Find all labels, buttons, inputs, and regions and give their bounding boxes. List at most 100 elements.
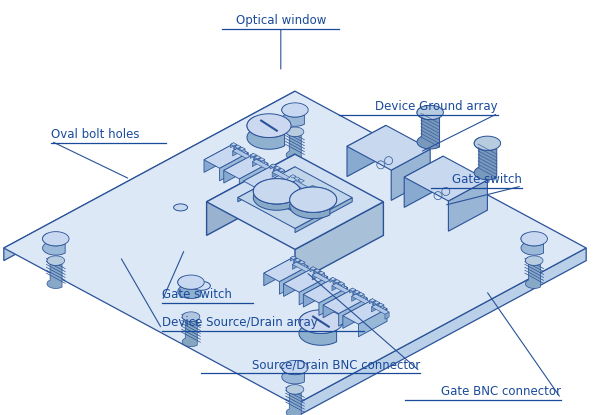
Polygon shape xyxy=(204,144,233,172)
Polygon shape xyxy=(338,282,341,287)
Polygon shape xyxy=(292,262,296,269)
Polygon shape xyxy=(263,176,307,200)
Polygon shape xyxy=(253,159,270,169)
Polygon shape xyxy=(350,288,353,293)
Polygon shape xyxy=(235,145,241,148)
Polygon shape xyxy=(290,187,337,212)
Polygon shape xyxy=(283,187,327,211)
Polygon shape xyxy=(250,154,257,157)
Polygon shape xyxy=(220,153,248,181)
Polygon shape xyxy=(319,271,325,275)
Polygon shape xyxy=(253,159,257,167)
Polygon shape xyxy=(299,261,305,264)
Polygon shape xyxy=(323,290,352,318)
Polygon shape xyxy=(377,303,380,308)
Polygon shape xyxy=(304,279,347,303)
Polygon shape xyxy=(302,262,305,267)
Polygon shape xyxy=(297,178,300,183)
Polygon shape xyxy=(273,166,276,171)
Polygon shape xyxy=(292,262,310,272)
Polygon shape xyxy=(279,185,307,213)
Polygon shape xyxy=(448,180,487,231)
Polygon shape xyxy=(371,305,376,312)
Polygon shape xyxy=(298,179,304,183)
Polygon shape xyxy=(224,155,253,183)
Polygon shape xyxy=(290,256,296,259)
Polygon shape xyxy=(253,178,301,204)
Polygon shape xyxy=(404,156,443,208)
Polygon shape xyxy=(182,312,200,321)
Polygon shape xyxy=(347,125,386,177)
Polygon shape xyxy=(474,136,500,150)
Polygon shape xyxy=(282,105,304,126)
Polygon shape xyxy=(290,256,293,261)
Polygon shape xyxy=(311,191,316,199)
Polygon shape xyxy=(374,301,380,304)
Polygon shape xyxy=(371,305,389,314)
Polygon shape xyxy=(310,185,313,190)
Polygon shape xyxy=(264,258,292,286)
Text: Gate switch: Gate switch xyxy=(162,288,232,301)
Polygon shape xyxy=(370,299,376,302)
Polygon shape xyxy=(278,168,284,172)
Polygon shape xyxy=(295,202,383,283)
Polygon shape xyxy=(391,149,430,200)
Polygon shape xyxy=(282,103,308,117)
Polygon shape xyxy=(350,288,356,291)
Polygon shape xyxy=(247,117,284,149)
Polygon shape xyxy=(293,258,296,263)
Polygon shape xyxy=(301,181,304,186)
Polygon shape xyxy=(333,279,336,284)
Polygon shape xyxy=(264,258,308,282)
Polygon shape xyxy=(319,271,322,276)
Polygon shape xyxy=(278,168,281,173)
Polygon shape xyxy=(354,290,360,294)
Polygon shape xyxy=(299,261,302,266)
Polygon shape xyxy=(299,310,343,334)
Polygon shape xyxy=(286,177,290,185)
Text: Device Source/Drain array: Device Source/Drain array xyxy=(162,316,318,329)
Polygon shape xyxy=(230,143,237,146)
Polygon shape xyxy=(417,105,443,120)
Polygon shape xyxy=(325,199,329,206)
Polygon shape xyxy=(374,301,377,306)
Polygon shape xyxy=(274,166,280,170)
Polygon shape xyxy=(230,143,233,148)
Polygon shape xyxy=(286,128,301,160)
Polygon shape xyxy=(239,147,245,151)
Polygon shape xyxy=(314,269,320,272)
Polygon shape xyxy=(254,156,257,161)
Polygon shape xyxy=(178,277,200,298)
Polygon shape xyxy=(284,269,312,296)
Polygon shape xyxy=(295,259,298,264)
Polygon shape xyxy=(292,181,296,188)
Text: Device Ground array: Device Ground array xyxy=(376,100,498,113)
Polygon shape xyxy=(295,198,352,232)
Polygon shape xyxy=(238,167,295,202)
Polygon shape xyxy=(239,164,268,191)
Polygon shape xyxy=(247,114,291,137)
Polygon shape xyxy=(274,166,277,171)
Polygon shape xyxy=(270,164,273,169)
Polygon shape xyxy=(365,301,370,309)
Polygon shape xyxy=(224,155,268,179)
Polygon shape xyxy=(298,179,301,184)
Polygon shape xyxy=(259,158,265,161)
Polygon shape xyxy=(337,281,340,286)
Polygon shape xyxy=(282,362,304,384)
Polygon shape xyxy=(47,257,62,288)
Polygon shape xyxy=(353,290,356,295)
Polygon shape xyxy=(294,177,297,182)
Polygon shape xyxy=(292,181,310,190)
Polygon shape xyxy=(295,259,301,262)
Polygon shape xyxy=(332,283,350,293)
Polygon shape xyxy=(318,190,324,193)
Text: Source/Drain BNC connector: Source/Drain BNC connector xyxy=(252,359,420,371)
Polygon shape xyxy=(257,157,260,162)
Polygon shape xyxy=(317,189,320,194)
Polygon shape xyxy=(313,187,316,192)
Polygon shape xyxy=(204,144,248,168)
Polygon shape xyxy=(314,188,317,193)
Polygon shape xyxy=(233,149,250,158)
Polygon shape xyxy=(233,149,237,156)
